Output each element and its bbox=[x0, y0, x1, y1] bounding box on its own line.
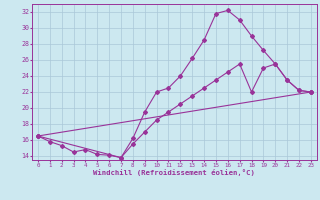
X-axis label: Windchill (Refroidissement éolien,°C): Windchill (Refroidissement éolien,°C) bbox=[93, 169, 255, 176]
